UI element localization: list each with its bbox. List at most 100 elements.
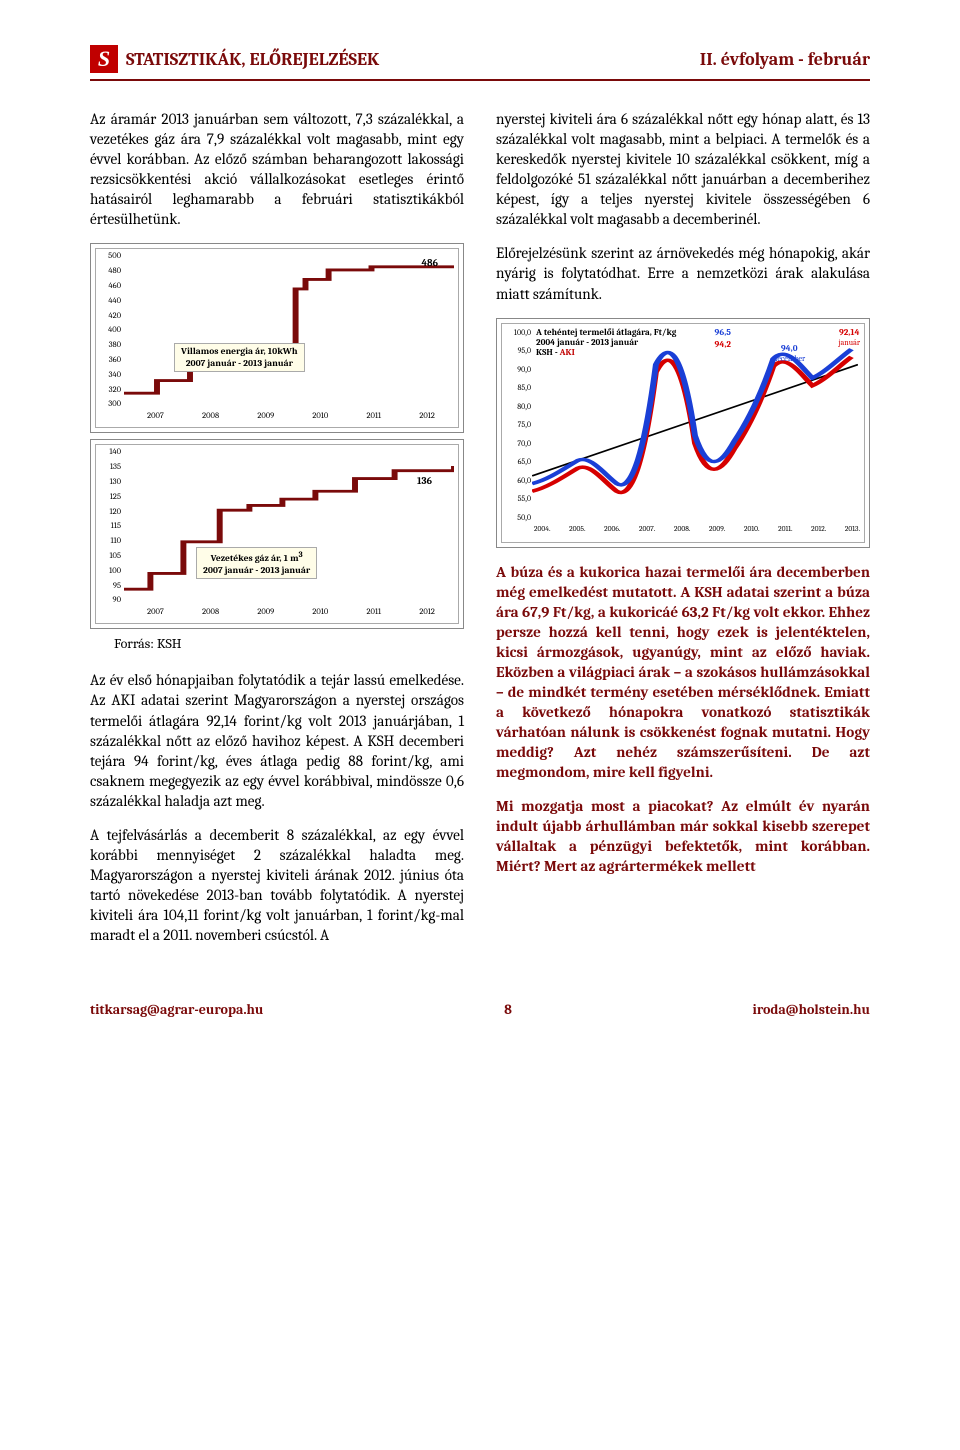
gas-title-sup: 3: [299, 550, 303, 559]
elec-title-box: Villamos energia ár, 10kWh 2007 január -…: [174, 343, 305, 372]
xtick: 2007: [147, 411, 164, 425]
gas-x-axis: 2007 2008 2009 2010 2011 2012: [128, 607, 454, 621]
xtick: 2007.: [639, 524, 655, 538]
xtick: 2009.: [709, 524, 725, 538]
xtick: 2012.: [811, 524, 826, 538]
ytick: 90,0: [506, 365, 531, 374]
ytick: 105: [96, 551, 121, 561]
left-p1: Az áramár 2013 januárban sem változott, …: [90, 109, 464, 229]
xtick: 2013.: [845, 524, 860, 538]
ytick: 60,0: [506, 476, 531, 485]
logo-icon: S: [90, 45, 118, 73]
milk-ksh-line: [532, 349, 851, 485]
elec-line: [124, 267, 454, 393]
milk-val-4: 92,14 január: [838, 328, 860, 348]
elec-y-axis: 500 480 460 440 420 400 380 360 340 320 …: [96, 249, 124, 409]
elec-title-l2: 2007 január - 2013 január: [186, 358, 293, 369]
milk-x-axis: 2004. 2005. 2006. 2007. 2008. 2009. 2010…: [534, 524, 860, 538]
header-title-right: II. évfolyam - február: [700, 49, 870, 70]
xtick: 2009: [257, 607, 274, 621]
gas-chart: 140 135 130 125 120 115 110 105 100 95 9…: [90, 439, 464, 629]
ytick: 120: [96, 507, 121, 517]
ytick: 65,0: [506, 457, 531, 466]
xtick: 2009: [257, 411, 274, 425]
milk-price-chart: 100,0 95,0 90,0 85,0 80,0 75,0 70,0 65,0…: [496, 318, 870, 548]
gas-title-box: Vezetékes gáz ár, 1 m3 2007 január - 201…: [196, 547, 317, 579]
xtick: 2010.: [744, 524, 760, 538]
xtick: 2012: [419, 411, 435, 425]
ytick: 500: [96, 251, 121, 261]
right-p4a: Mi mozgatja most a piacokat?: [496, 797, 714, 815]
right-p3: A búza és a kukorica hazai termelői ára …: [496, 562, 870, 783]
milk-val-3-sub: december: [773, 354, 805, 363]
xtick: 2008: [202, 607, 219, 621]
ytick: 140: [96, 447, 121, 457]
gas-callout: 136: [417, 475, 432, 487]
xtick: 2012: [419, 607, 435, 621]
xtick: 2011: [367, 607, 382, 621]
footer-page-number: 8: [504, 1001, 512, 1018]
electricity-chart: 500 480 460 440 420 400 380 360 340 320 …: [90, 243, 464, 433]
page-footer: titkarsag@agrar-europa.hu 8 iroda@holste…: [90, 1001, 870, 1018]
ytick: 440: [96, 296, 121, 306]
ytick: 100,0: [506, 328, 531, 337]
page-header: S STATISZTIKÁK, ELŐREJELZÉSEK II. évfoly…: [90, 45, 870, 81]
elec-callout: 486: [422, 257, 438, 269]
ytick: 360: [96, 355, 121, 365]
xtick: 2005.: [569, 524, 585, 538]
milk-y-axis: 100,0 95,0 90,0 85,0 80,0 75,0 70,0 65,0…: [506, 328, 534, 522]
xtick: 2010: [312, 607, 328, 621]
left-column: Az áramár 2013 januárban sem változott, …: [90, 109, 464, 959]
chart-inner: 500 480 460 440 420 400 380 360 340 320 …: [95, 248, 459, 428]
ytick: 300: [96, 399, 121, 409]
footer-right: iroda@holstein.hu: [753, 1001, 870, 1018]
milk-val-3: 94,0 december: [773, 344, 805, 364]
ytick: 380: [96, 340, 121, 350]
ytick: 55,0: [506, 494, 531, 503]
ytick: 95,0: [506, 346, 531, 355]
chart-inner: 100,0 95,0 90,0 85,0 80,0 75,0 70,0 65,0…: [501, 323, 865, 543]
ytick: 90: [96, 595, 121, 605]
ytick: 340: [96, 370, 121, 380]
ytick: 460: [96, 281, 121, 291]
gas-plot-area: 136 Vezetékes gáz ár, 1 m3 2007 január -…: [124, 447, 454, 605]
right-column: nyerstej kiviteli ára 6 százalékkal nőtt…: [496, 109, 870, 959]
left-p2: Az év első hónapjaiban folytatódik a tej…: [90, 670, 464, 810]
elec-title-l1: Villamos energia ár, 10kWh: [181, 346, 298, 357]
ytick: 70,0: [506, 439, 531, 448]
ytick: 115: [96, 521, 121, 531]
xtick: 2006.: [604, 524, 620, 538]
ytick: 100: [96, 566, 121, 576]
chart-inner: 140 135 130 125 120 115 110 105 100 95 9…: [95, 444, 459, 624]
two-column-body: Az áramár 2013 januárban sem változott, …: [90, 109, 870, 959]
xtick: 2007: [147, 607, 164, 621]
milk-val-4-sub: január: [838, 338, 860, 347]
xtick: 2011.: [778, 524, 792, 538]
gas-title-l1: Vezetékes gáz ár, 1 m: [211, 554, 299, 565]
gas-title-l2: 2007 január - 2013 január: [203, 565, 310, 576]
ytick: 85,0: [506, 383, 531, 392]
xtick: 2008.: [674, 524, 690, 538]
ytick: 420: [96, 311, 121, 321]
ytick: 110: [96, 536, 121, 546]
milk-val-4-num: 92,14: [839, 328, 860, 338]
right-p1: nyerstej kiviteli ára 6 százalékkal nőtt…: [496, 109, 870, 229]
page: S STATISZTIKÁK, ELŐREJELZÉSEK II. évfoly…: [0, 0, 960, 1048]
milk-plot-area: 96,5 94,2 94,0 december 92,14 január: [532, 330, 858, 522]
chart-source: Forrás: KSH: [114, 635, 464, 652]
footer-left: titkarsag@agrar-europa.hu: [90, 1001, 263, 1018]
ytick: 95: [96, 581, 121, 591]
elec-x-axis: 2007 2008 2009 2010 2011 2012: [128, 411, 454, 425]
milk-val-1: 96,5: [715, 328, 731, 338]
ytick: 125: [96, 492, 121, 502]
xtick: 2008: [202, 411, 219, 425]
milk-val-2: 94,2: [715, 340, 731, 350]
header-title-left: STATISZTIKÁK, ELŐREJELZÉSEK: [126, 49, 379, 70]
header-left: S STATISZTIKÁK, ELŐREJELZÉSEK: [90, 45, 379, 73]
ytick: 320: [96, 385, 121, 395]
elec-plot-area: 486 Villamos energia ár, 10kWh 2007 janu…: [124, 251, 454, 409]
ytick: 80,0: [506, 402, 531, 411]
xtick: 2010: [312, 411, 328, 425]
ytick: 50,0: [506, 513, 531, 522]
ytick: 400: [96, 325, 121, 335]
